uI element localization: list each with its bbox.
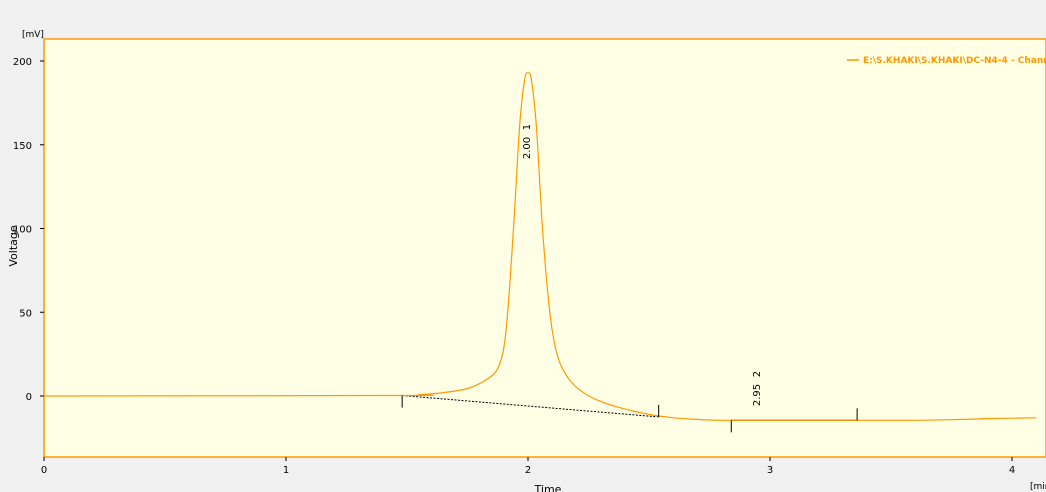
peak-number-label: 2 xyxy=(752,371,763,377)
integration-baseline xyxy=(402,394,659,418)
y-tick-label: 50 xyxy=(19,308,32,319)
y-tick-label: 0 xyxy=(26,392,32,403)
x-tick-label: 2 xyxy=(525,465,531,476)
peak-retention-time-label: 2.00 xyxy=(522,137,533,159)
x-tick-label: 1 xyxy=(283,465,289,476)
y-axis-title: Voltage xyxy=(7,225,20,266)
x-axis-unit: [min] xyxy=(1030,482,1046,492)
x-axis-title: Time xyxy=(534,483,562,492)
peak-number-label: 1 xyxy=(522,124,533,130)
y-tick-label: 100 xyxy=(13,225,32,236)
legend-label: E:\S.KHAKI\S.KHAKI\DC-N4-4 - Channel 1 xyxy=(863,56,1046,66)
x-tick-label: 3 xyxy=(767,465,773,476)
y-tick-label: 150 xyxy=(13,141,32,152)
x-tick-label: 0 xyxy=(41,465,47,476)
channel-1-trace xyxy=(43,72,1037,421)
peak-retention-time-label: 2.95 xyxy=(752,384,763,406)
y-tick-label: 200 xyxy=(13,57,32,68)
x-tick-label: 4 xyxy=(1009,465,1015,476)
y-axis-unit: [mV] xyxy=(22,30,44,40)
plot-area xyxy=(43,38,1046,458)
legend: E:\S.KHAKI\S.KHAKI\DC-N4-4 - Channel 1 xyxy=(847,56,1046,66)
